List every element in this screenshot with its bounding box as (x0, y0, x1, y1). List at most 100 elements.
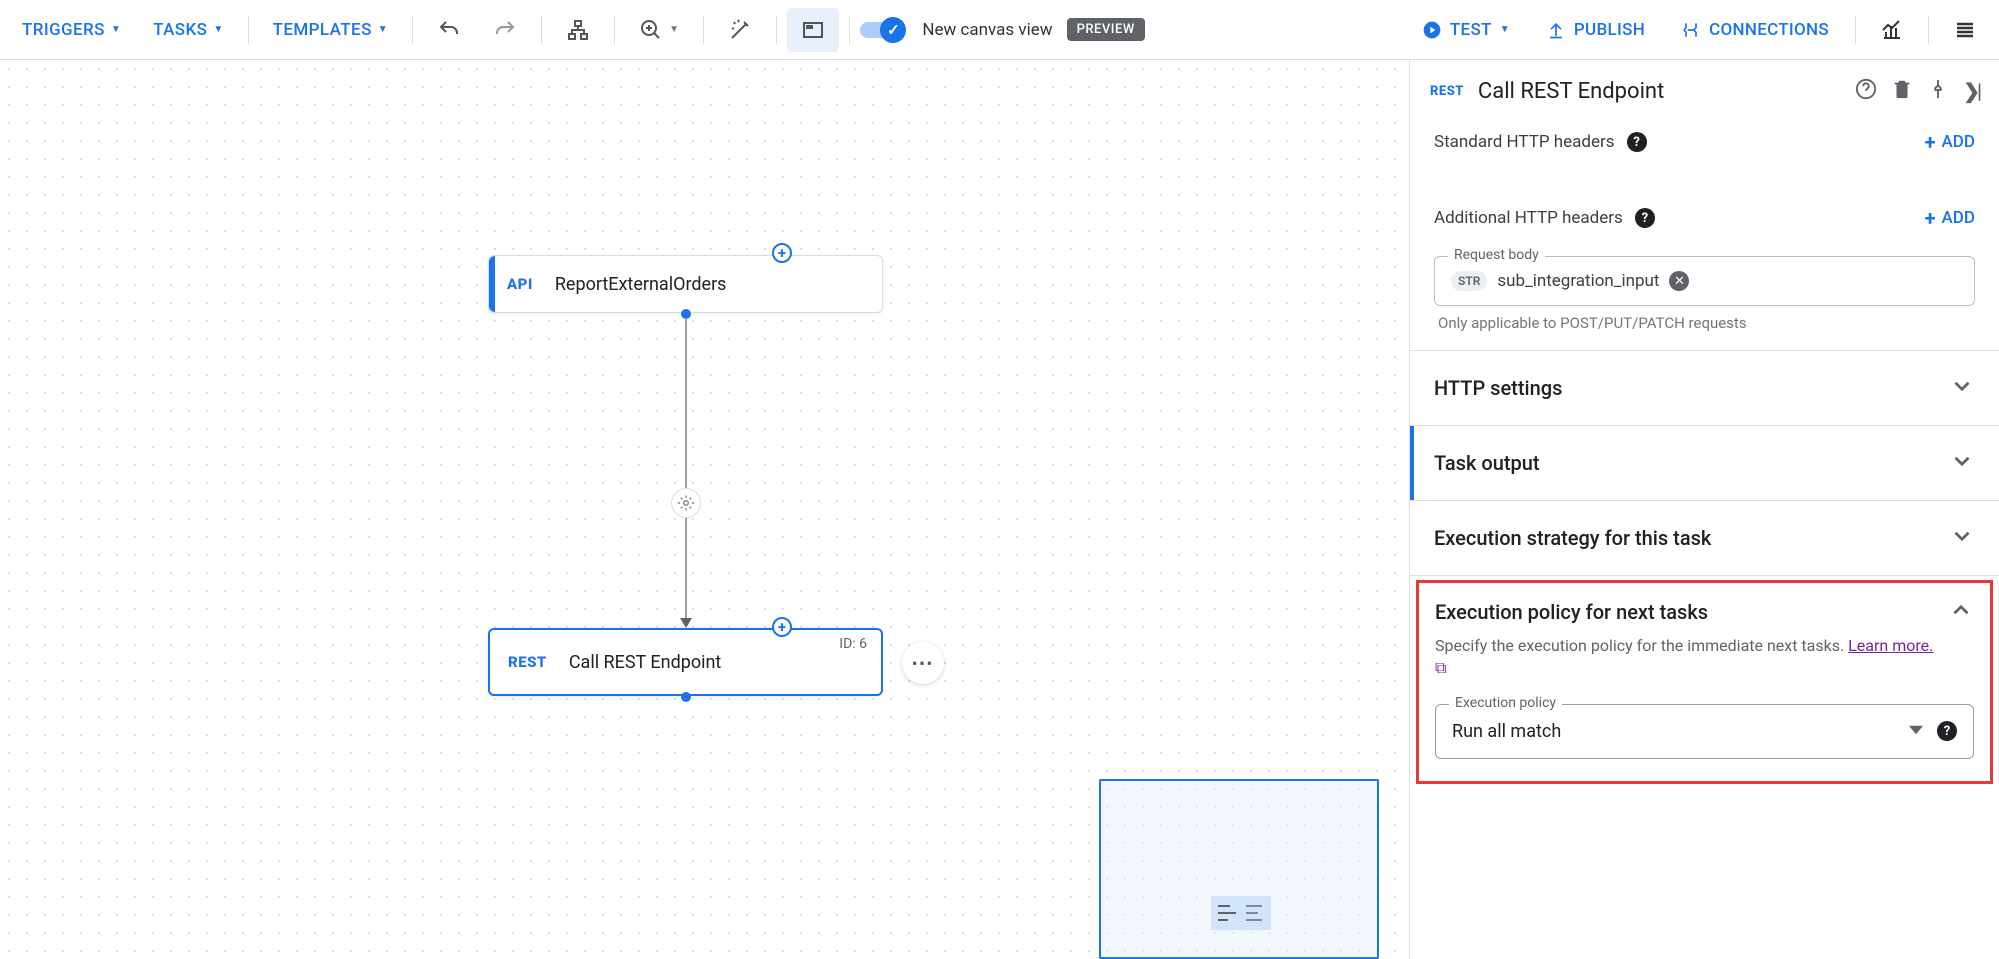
section-toggle[interactable]: HTTP settings (1410, 351, 1999, 425)
upload-icon (1546, 20, 1566, 40)
test-label: TEST (1450, 20, 1492, 40)
zoom-button[interactable]: ▼ (625, 8, 693, 52)
minimap-content-icon (1211, 896, 1271, 930)
separator (703, 16, 704, 44)
triggers-label: TRIGGERS (22, 20, 105, 40)
std-headers-text: Standard HTTP headers (1434, 132, 1615, 152)
caret-down-icon (1909, 722, 1923, 741)
zoom-icon (639, 18, 663, 42)
trash-icon (1891, 78, 1913, 100)
add-label: ADD (1942, 208, 1975, 228)
node-badge: API (507, 275, 533, 293)
redo-icon (493, 18, 517, 42)
node-accent (489, 256, 495, 312)
arrowhead-icon (680, 618, 692, 628)
separator (1928, 16, 1929, 44)
triggers-menu[interactable]: TRIGGERS▼ (8, 10, 135, 50)
main: API ReportExternalOrders + REST Call RES… (0, 60, 1999, 959)
request-body-field[interactable]: Request body STR sub_integration_input ✕ (1434, 256, 1975, 306)
plus-icon: + (1925, 130, 1936, 154)
templates-label: TEMPLATES (273, 20, 372, 40)
panel-icon (801, 18, 825, 42)
help-circle-icon (1855, 78, 1877, 100)
exec-policy-section: Execution policy for next tasks Specify … (1410, 575, 1999, 784)
add-node-button[interactable]: + (772, 243, 792, 263)
caret-down-icon: ▼ (669, 24, 679, 35)
add-addl-header-button[interactable]: +ADD (1925, 206, 1975, 230)
separator (849, 16, 850, 44)
edge-settings-button[interactable] (671, 488, 701, 518)
section-toggle[interactable]: Execution policy for next tasks (1435, 597, 1974, 627)
play-circle-icon (1422, 20, 1442, 40)
canvas-view-toggle[interactable]: ✓ (860, 22, 904, 38)
additional-headers-row: Additional HTTP headers? +ADD (1410, 194, 1999, 242)
templates-menu[interactable]: TEMPLATES▼ (259, 10, 402, 50)
gear-icon (677, 494, 695, 512)
connections-label: CONNECTIONS (1709, 20, 1829, 40)
section-title: Execution strategy for this task (1434, 526, 1949, 550)
panel-header: REST Call REST Endpoint ❯| (1410, 60, 1999, 118)
collapse-button[interactable]: ❯| (1963, 79, 1979, 103)
section-toggle[interactable]: Execution strategy for this task (1410, 501, 1999, 575)
request-body-value: sub_integration_input (1497, 271, 1659, 291)
separator (412, 16, 413, 44)
toolbar: TRIGGERS▼ TASKS▼ TEMPLATES▼ ▼ ✓ New canv… (0, 0, 1999, 60)
pin-button[interactable] (1927, 78, 1949, 104)
analytics-button[interactable] (1866, 8, 1918, 52)
magic-button[interactable] (714, 8, 766, 52)
node-rest-task[interactable]: REST Call REST Endpoint ID: 6 (488, 628, 883, 696)
panel-badge: REST (1430, 84, 1464, 99)
layout-button[interactable] (552, 8, 604, 52)
caret-down-icon: ▼ (1500, 24, 1510, 35)
node-badge: REST (508, 653, 547, 671)
node-more-button[interactable]: ⋯ (902, 642, 944, 684)
edge (685, 318, 687, 618)
field-box: STR sub_integration_input ✕ (1434, 256, 1975, 306)
undo-button[interactable] (423, 8, 475, 52)
menu-button[interactable] (1939, 8, 1991, 52)
select-box: Run all match ? (1435, 704, 1974, 759)
chevron-down-icon (1949, 373, 1975, 403)
field-legend: Request body (1448, 247, 1545, 263)
preview-badge: PREVIEW (1067, 18, 1145, 41)
publish-button[interactable]: PUBLISH (1530, 10, 1661, 50)
toggle-check-icon: ✓ (880, 17, 906, 43)
select-legend: Execution policy (1449, 695, 1562, 711)
delete-button[interactable] (1891, 78, 1913, 104)
connector-dot[interactable] (681, 692, 691, 702)
node-trigger-api[interactable]: API ReportExternalOrders (488, 255, 883, 313)
standard-headers-row: Standard HTTP headers? + ADD (1410, 118, 1999, 166)
chevron-up-icon (1948, 597, 1974, 627)
tasks-menu[interactable]: TASKS▼ (139, 10, 238, 50)
help-icon[interactable]: ? (1635, 208, 1655, 228)
section-toggle[interactable]: Task output (1410, 426, 1999, 500)
help-icon[interactable]: ? (1937, 721, 1957, 741)
separator (1855, 16, 1856, 44)
bars-icon (1218, 905, 1236, 921)
add-label: ADD (1942, 132, 1975, 152)
separator (248, 16, 249, 44)
connections-button[interactable]: CONNECTIONS (1665, 10, 1845, 50)
redo-button[interactable] (479, 8, 531, 52)
help-button[interactable] (1855, 78, 1877, 104)
test-button[interactable]: TEST ▼ (1406, 10, 1526, 50)
desc-text: Specify the execution policy for the imm… (1435, 636, 1848, 655)
add-std-header-button[interactable]: + ADD (1925, 130, 1975, 154)
undo-icon (437, 18, 461, 42)
learn-more-link[interactable]: Learn more. (1848, 636, 1933, 655)
add-node-button[interactable]: + (772, 617, 792, 637)
minimap[interactable] (1099, 779, 1379, 959)
exec-policy-select[interactable]: Execution policy Run all match ? (1435, 704, 1974, 759)
row-label: Standard HTTP headers? (1434, 132, 1925, 152)
section-title: Task output (1434, 451, 1949, 475)
chart-icon (1880, 18, 1904, 42)
caret-down-icon: ▼ (213, 24, 223, 35)
request-body-helper: Only applicable to POST/PUT/PATCH reques… (1438, 314, 1975, 332)
canvas[interactable]: API ReportExternalOrders + REST Call RES… (0, 60, 1409, 959)
node-label: ReportExternalOrders (555, 274, 727, 295)
clear-chip-button[interactable]: ✕ (1669, 271, 1689, 291)
panel-toggle-button[interactable] (787, 8, 839, 52)
type-chip: STR (1451, 271, 1487, 291)
separator (776, 16, 777, 44)
help-icon[interactable]: ? (1627, 132, 1647, 152)
